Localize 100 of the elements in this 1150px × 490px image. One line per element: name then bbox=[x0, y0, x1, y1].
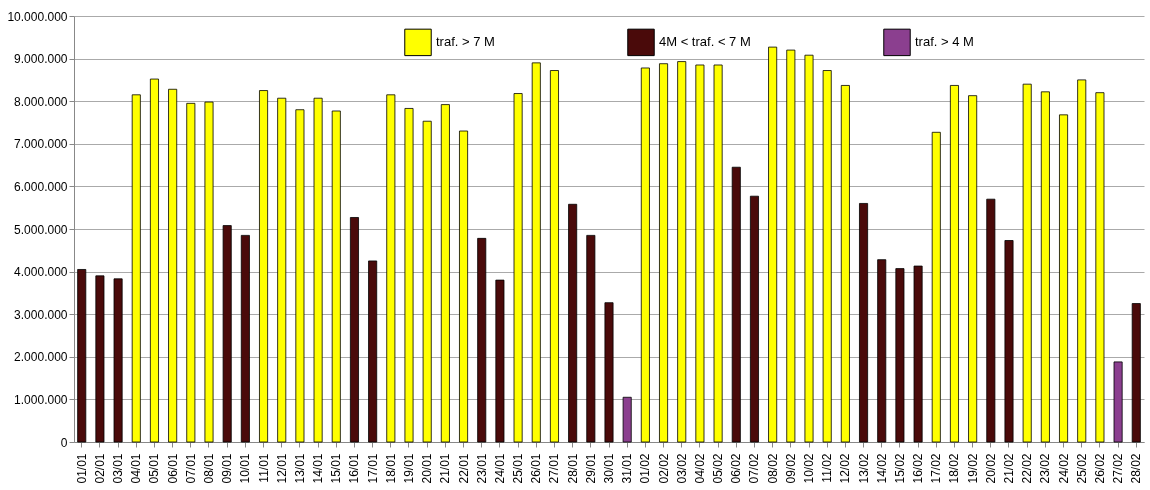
bar bbox=[840, 85, 850, 443]
x-tick-label: 07/02 bbox=[747, 453, 762, 484]
bar bbox=[913, 265, 923, 443]
bar bbox=[240, 234, 250, 443]
x-tick-label: 04/01 bbox=[129, 453, 144, 484]
x-tick-label: 01/01 bbox=[74, 453, 89, 484]
bar bbox=[713, 64, 723, 443]
legend-label: traf. > 7 M bbox=[436, 34, 495, 50]
bar bbox=[549, 70, 559, 443]
bar bbox=[459, 130, 469, 443]
bar bbox=[313, 97, 323, 443]
bar bbox=[386, 94, 396, 443]
x-tick-label: 28/01 bbox=[565, 453, 580, 484]
bar bbox=[1077, 79, 1087, 443]
x-tick-label: 17/01 bbox=[365, 453, 380, 484]
x-tick-label: 27/02 bbox=[1111, 453, 1126, 484]
bar bbox=[513, 93, 523, 443]
x-tick-label: 27/01 bbox=[547, 453, 562, 484]
x-tick-label: 06/01 bbox=[165, 453, 180, 484]
x-tick-label: 25/02 bbox=[1074, 453, 1089, 484]
x-tick-label: 06/02 bbox=[729, 453, 744, 484]
x-tick-label: 16/02 bbox=[911, 453, 926, 484]
x-tick-label: 11/01 bbox=[256, 453, 271, 483]
x-tick-label: 18/02 bbox=[947, 453, 962, 484]
bar bbox=[768, 46, 778, 443]
x-tick-label: 21/01 bbox=[438, 453, 453, 484]
bar bbox=[1095, 92, 1105, 443]
x-tick-label: 30/01 bbox=[602, 453, 616, 484]
x-tick-label: 07/01 bbox=[183, 453, 198, 484]
bar bbox=[877, 259, 887, 443]
bar bbox=[1022, 83, 1032, 443]
x-tick-label: 26/02 bbox=[1092, 453, 1107, 484]
y-tick-label: 3.000.000 bbox=[14, 307, 68, 322]
bar bbox=[168, 88, 178, 443]
legend-label: 4M < traf. < 7 M bbox=[659, 34, 751, 50]
bar bbox=[404, 108, 414, 443]
x-tick-label: 19/02 bbox=[965, 453, 980, 484]
x-tick-label: 17/02 bbox=[929, 453, 944, 484]
bar bbox=[949, 85, 959, 443]
x-tick-label: 25/01 bbox=[511, 453, 526, 484]
x-tick-label: 29/01 bbox=[583, 453, 598, 484]
bar bbox=[259, 90, 269, 443]
bar bbox=[531, 62, 541, 443]
x-tick-label: 15/02 bbox=[892, 453, 907, 484]
y-tick-label: 6.000.000 bbox=[14, 179, 68, 194]
bar bbox=[731, 166, 741, 443]
x-tick-label: 22/01 bbox=[456, 453, 471, 484]
bar bbox=[204, 101, 214, 443]
bar bbox=[186, 102, 196, 443]
bar bbox=[786, 49, 796, 443]
y-tick-label: 10.000.000 bbox=[7, 9, 68, 24]
bar bbox=[986, 198, 996, 443]
bar bbox=[640, 67, 650, 443]
bar bbox=[1059, 114, 1069, 443]
x-tick-label: 12/01 bbox=[274, 453, 289, 484]
bar bbox=[895, 268, 905, 443]
bar bbox=[222, 225, 232, 443]
bar bbox=[277, 97, 287, 443]
bar bbox=[749, 195, 759, 443]
bar bbox=[604, 302, 614, 443]
y-tick-label: 2.000.000 bbox=[14, 350, 68, 365]
bar bbox=[1131, 303, 1141, 443]
x-tick-label: 22/02 bbox=[1020, 453, 1035, 484]
bar bbox=[149, 78, 159, 443]
bar bbox=[931, 131, 941, 443]
y-tick-label: 7.000.000 bbox=[14, 137, 68, 152]
bar bbox=[695, 64, 705, 443]
bar bbox=[422, 120, 432, 443]
bar bbox=[859, 203, 869, 443]
x-tick-label: 08/01 bbox=[202, 453, 216, 484]
bar bbox=[131, 94, 141, 443]
bar bbox=[1113, 361, 1123, 443]
x-tick-label: 12/02 bbox=[838, 453, 853, 484]
x-tick-label: 14/01 bbox=[311, 453, 326, 484]
bar bbox=[659, 63, 669, 443]
x-tick-label: 15/01 bbox=[329, 453, 344, 484]
bar bbox=[295, 109, 305, 443]
x-tick-label: 14/02 bbox=[874, 453, 889, 484]
x-tick-label: 09/01 bbox=[220, 453, 235, 484]
x-tick-label: 08/02 bbox=[765, 453, 780, 484]
x-tick-label: 28/02 bbox=[1129, 453, 1144, 484]
x-tick-label: 23/01 bbox=[474, 453, 489, 484]
y-tick-label: 1.000.000 bbox=[14, 392, 68, 407]
x-tick-label: 03/01 bbox=[111, 453, 126, 484]
x-tick-label: 19/01 bbox=[402, 453, 416, 484]
x-tick-label: 04/02 bbox=[692, 453, 707, 484]
x-tick-label: 18/01 bbox=[383, 453, 398, 484]
x-tick-label: 26/01 bbox=[529, 453, 544, 484]
bar bbox=[368, 260, 378, 443]
bar bbox=[349, 217, 359, 443]
x-tick-label: 23/02 bbox=[1038, 453, 1053, 484]
bar bbox=[586, 234, 596, 443]
x-tick-label: 13/01 bbox=[292, 453, 307, 484]
bar bbox=[95, 275, 105, 443]
x-tick-label: 05/02 bbox=[711, 453, 726, 484]
x-tick-label: 10/02 bbox=[802, 453, 816, 484]
x-tick-label: 02/01 bbox=[92, 453, 107, 484]
bar bbox=[568, 203, 578, 443]
x-tick-label: 03/02 bbox=[674, 453, 689, 484]
x-tick-label: 20/01 bbox=[420, 453, 435, 484]
